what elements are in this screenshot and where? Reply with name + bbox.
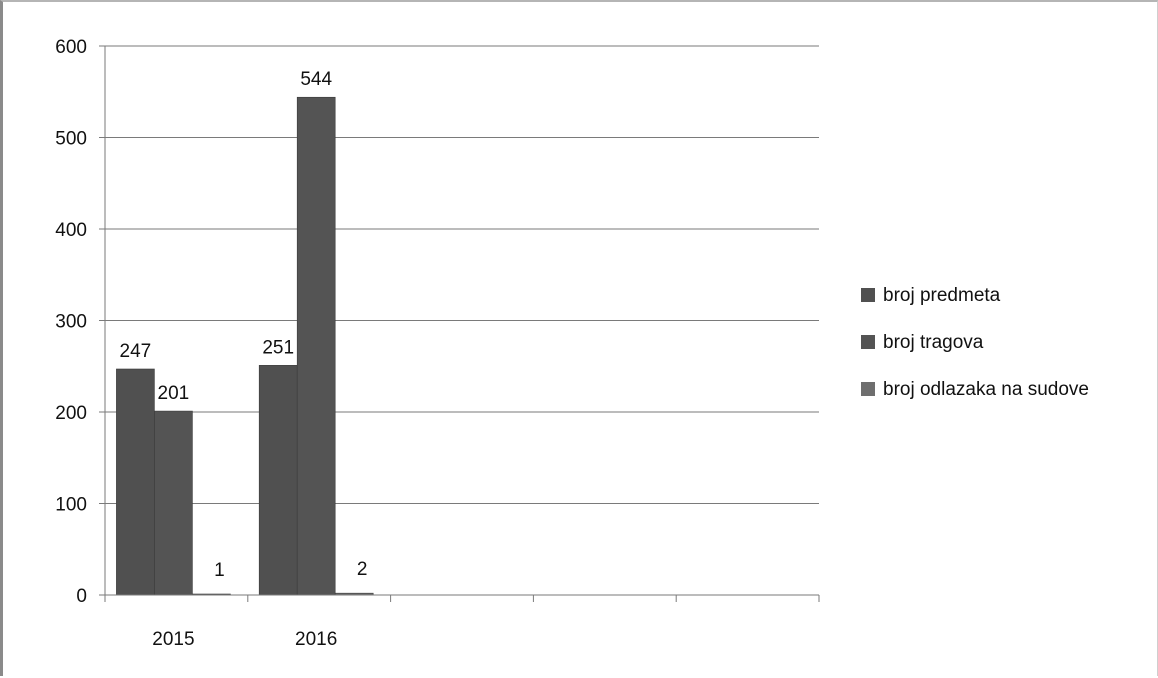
data-label: 1 [214,560,225,581]
x-tick-label: 2016 [295,629,337,650]
legend: broj predmeta broj tragova broj odlazaka n… [861,285,1089,400]
y-tick-label: 200 [55,403,87,424]
y-tick-label: 400 [55,220,87,241]
data-label: 2 [357,559,368,580]
legend-label: broj predmeta [883,285,1001,306]
legend-swatch [861,335,875,349]
y-tick-label: 300 [55,312,87,333]
legend-label: broj odlazaka na sudove [883,379,1089,400]
data-label: 544 [300,69,332,90]
data-label: 251 [262,337,294,358]
y-tick-label: 0 [76,586,87,607]
bar [258,365,298,596]
bars [116,96,374,596]
data-label: 201 [158,383,190,404]
bar [154,410,193,596]
gridlines [105,45,819,504]
x-tick-label: 2015 [152,629,194,650]
legend-swatch [861,382,875,396]
axes: 0 100 200 300 400 500 600 2015 2016 [55,37,820,650]
bar-chart: 0 100 200 300 400 500 600 2015 2016 247 251 201 544… [55,37,1089,650]
bar [296,96,336,596]
data-label: 247 [120,341,152,362]
legend-label: broj tragova [883,332,984,353]
data-labels: 247 251 201 544 1 2 [120,69,368,581]
legend-swatch [861,288,875,302]
y-tick-label: 500 [55,129,87,150]
bar [116,368,155,596]
y-tick-label: 100 [55,495,87,516]
y-tick-label: 600 [55,37,87,58]
